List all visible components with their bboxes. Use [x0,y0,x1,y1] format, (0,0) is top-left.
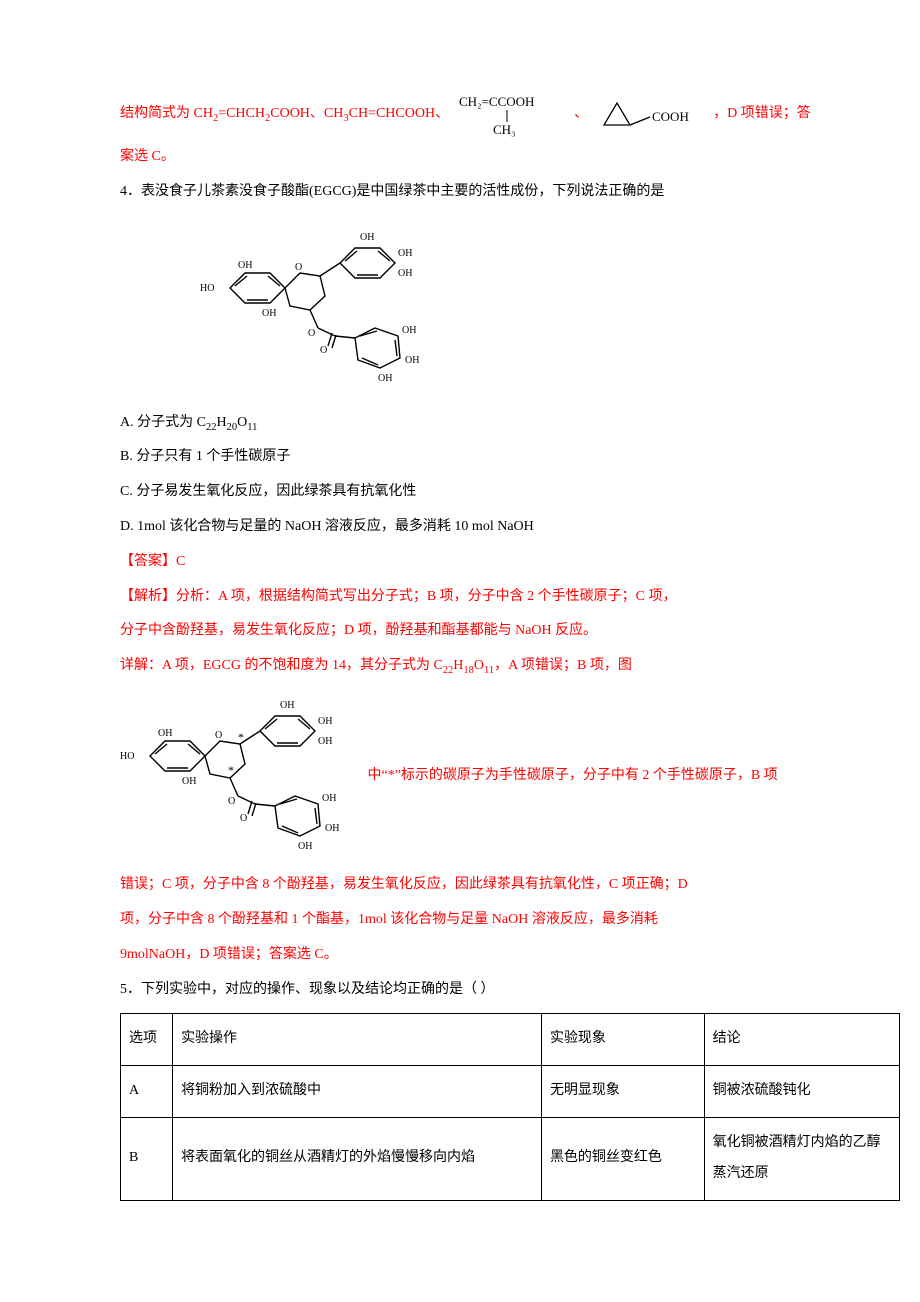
sub: 18 [463,665,474,676]
cell-ph: 黑色的铜丝变红色 [541,1117,704,1200]
structure-line-2: 案选 C。 [120,142,830,173]
svg-text:O: O [320,345,327,356]
structure-line-1: 结构简式为 CH2=CHCH2COOH、CH3CH=CHCOOH、 CH₂=CC… [120,90,830,138]
cell-con: 氧化铜被酒精灯内焰的乙醇蒸汽还原 [704,1117,899,1200]
cell-op: 将铜粉加入到浓硫酸中 [173,1066,542,1118]
egcg-star-line: HO OH OH O OH OH OH O O OH OH OH * * 中“*… [120,686,830,866]
svg-text:OH: OH [262,308,276,319]
txt: O [474,658,484,673]
q4-optD: D. 1mol 该化合物与足量的 NaOH 溶液反应，最多消耗 10 mol N… [120,512,830,543]
th-phenomenon: 实验现象 [541,1014,704,1066]
cell-opt: B [121,1117,173,1200]
q4-optC: C. 分子易发生氧化反应，因此绿茶具有抗氧化性 [120,477,830,508]
egcg-structure-star: HO OH OH O OH OH OH O O OH OH OH * * [120,686,360,866]
sep: 、 [574,106,588,121]
svg-text:OH: OH [238,260,252,271]
sub: 11 [247,421,257,432]
analysis-1: 【解析】分析：A 项，根据结构简式写出分子式；B 项，分子中含 2 个手性碳原子… [120,582,830,613]
txt: COOH、CH [270,106,343,121]
svg-text:OH: OH [280,700,294,711]
svg-text:OH: OH [360,232,374,243]
analysis-5: 项，分子中含 8 个酚羟基和 1 个酯基，1mol 该化合物与足量 NaOH 溶… [120,905,830,936]
svg-text:OH: OH [318,716,332,727]
analysis-4: 错误；C 项，分子中含 8 个酚羟基，易发生氧化反应，因此绿茶具有抗氧化性，C … [120,870,830,901]
svg-text:OH: OH [405,355,419,366]
svg-text:*: * [228,763,234,777]
svg-text:OH: OH [325,823,339,834]
inline-structure-1: CH₂=CCOOH CH₃ [457,90,567,138]
cell-opt: A [121,1066,173,1118]
svg-text:O: O [308,328,315,339]
cell-con: 铜被浓硫酸钝化 [704,1066,899,1118]
svg-text:OH: OH [402,325,416,336]
svg-text:HO: HO [120,751,134,762]
svg-text:OH: OH [398,248,412,259]
txt: CH=CHCOOH、 [349,106,449,121]
svg-text:HO: HO [200,283,214,294]
analysis-3: 详解：A 项，EGCG 的不饱和度为 14，其分子式为 C22H18O11，A … [120,651,830,682]
q4-stem: 4．表没食子儿茶素没食子酸酯(EGCG)是中国绿茶中主要的活性成份，下列说法正确… [120,177,830,208]
svg-text:OH: OH [318,736,332,747]
txt: ，D 项错误；答 [713,106,811,121]
txt: ，A 项错误；B 项，图 [494,658,632,673]
svg-text:O: O [228,796,235,807]
analysis-2: 分子中含酚羟基，易发生氧化反应；D 项，酚羟基和酯基都能与 NaOH 反应。 [120,616,830,647]
svg-text:COOH: COOH [652,109,689,124]
svg-text:OH: OH [322,793,336,804]
sub: 11 [484,665,494,676]
txt: 结构简式为 CH [120,106,213,121]
svg-text:OH: OH [158,728,172,739]
q4-optB: B. 分子只有 1 个手性碳原子 [120,442,830,473]
svg-text:OH: OH [378,373,392,384]
svg-text:OH: OH [398,268,412,279]
svg-text:CH₃: CH₃ [493,122,516,137]
cell-ph: 无明显现象 [541,1066,704,1118]
analysis-6: 9molNaOH，D 项错误；答案选 C。 [120,940,830,971]
experiment-table: 选项 实验操作 实验现象 结论 A 将铜粉加入到浓硫酸中 无明显现象 铜被浓硫酸… [120,1013,900,1200]
table-header-row: 选项 实验操作 实验现象 结论 [121,1014,900,1066]
cell-op: 将表面氧化的铜丝从酒精灯的外焰慢慢移向内焰 [173,1117,542,1200]
txt: =CHCH [218,106,265,121]
q5-stem: 5．下列实验中，对应的操作、现象以及结论均正确的是（ ） [120,975,830,1006]
txt: O [237,415,247,430]
txt: H [216,415,226,430]
svg-text:O: O [215,730,222,741]
svg-text:O: O [240,813,247,824]
sub: 22 [443,665,454,676]
sub: 22 [206,421,217,432]
txt: H [453,658,463,673]
txt: 中“*”标示的碳原子为手性碳原子，分子中有 2 个手性碳原子，B 项 [368,768,778,783]
table-row: B 将表面氧化的铜丝从酒精灯的外焰慢慢移向内焰 黑色的铜丝变红色 氧化铜被酒精灯… [121,1117,900,1200]
egcg-structure: HO OH OH O OH OH OH O O OH OH OH [200,218,830,398]
th-option: 选项 [121,1014,173,1066]
txt: A. 分子式为 C [120,415,206,430]
svg-text:O: O [295,262,302,273]
svg-text:OH: OH [298,841,312,852]
txt: 详解：A 项，EGCG 的不饱和度为 14，其分子式为 C [120,658,443,673]
svg-text:CH₂=CCOOH: CH₂=CCOOH [459,94,534,109]
answer-label: 【答案】C [120,547,830,578]
th-operation: 实验操作 [173,1014,542,1066]
inline-structure-2: COOH [596,95,706,133]
table-row: A 将铜粉加入到浓硫酸中 无明显现象 铜被浓硫酸钝化 [121,1066,900,1118]
sub: 20 [227,421,238,432]
svg-text:OH: OH [182,776,196,787]
q4-optA: A. 分子式为 C22H20O11 [120,408,830,439]
svg-text:*: * [238,730,244,744]
th-conclusion: 结论 [704,1014,899,1066]
